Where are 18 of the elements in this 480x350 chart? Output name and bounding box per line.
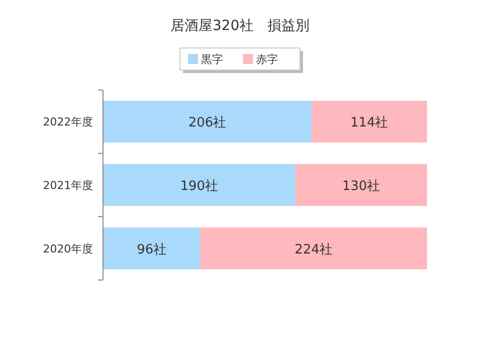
bar	[103, 227, 200, 270]
bar	[103, 164, 296, 206]
legend-label: 黒字	[201, 53, 223, 66]
chart-title: 居酒屋320社 損益別	[170, 18, 310, 34]
legend-label: 赤字	[256, 53, 278, 66]
data-label: 130社	[342, 179, 380, 194]
bar	[200, 227, 427, 270]
bar	[103, 100, 312, 143]
y-tick-label: 2021年度	[43, 179, 93, 192]
data-label: 114社	[350, 116, 388, 131]
bar	[312, 100, 427, 143]
bar	[295, 164, 427, 206]
data-label: 224社	[294, 242, 333, 258]
data-label: 190社	[180, 179, 218, 194]
y-tick-label: 2022年度	[43, 116, 93, 129]
data-label: 96社	[136, 242, 166, 258]
y-tick-label: 2020年度	[43, 242, 93, 256]
data-label: 206社	[188, 116, 226, 131]
